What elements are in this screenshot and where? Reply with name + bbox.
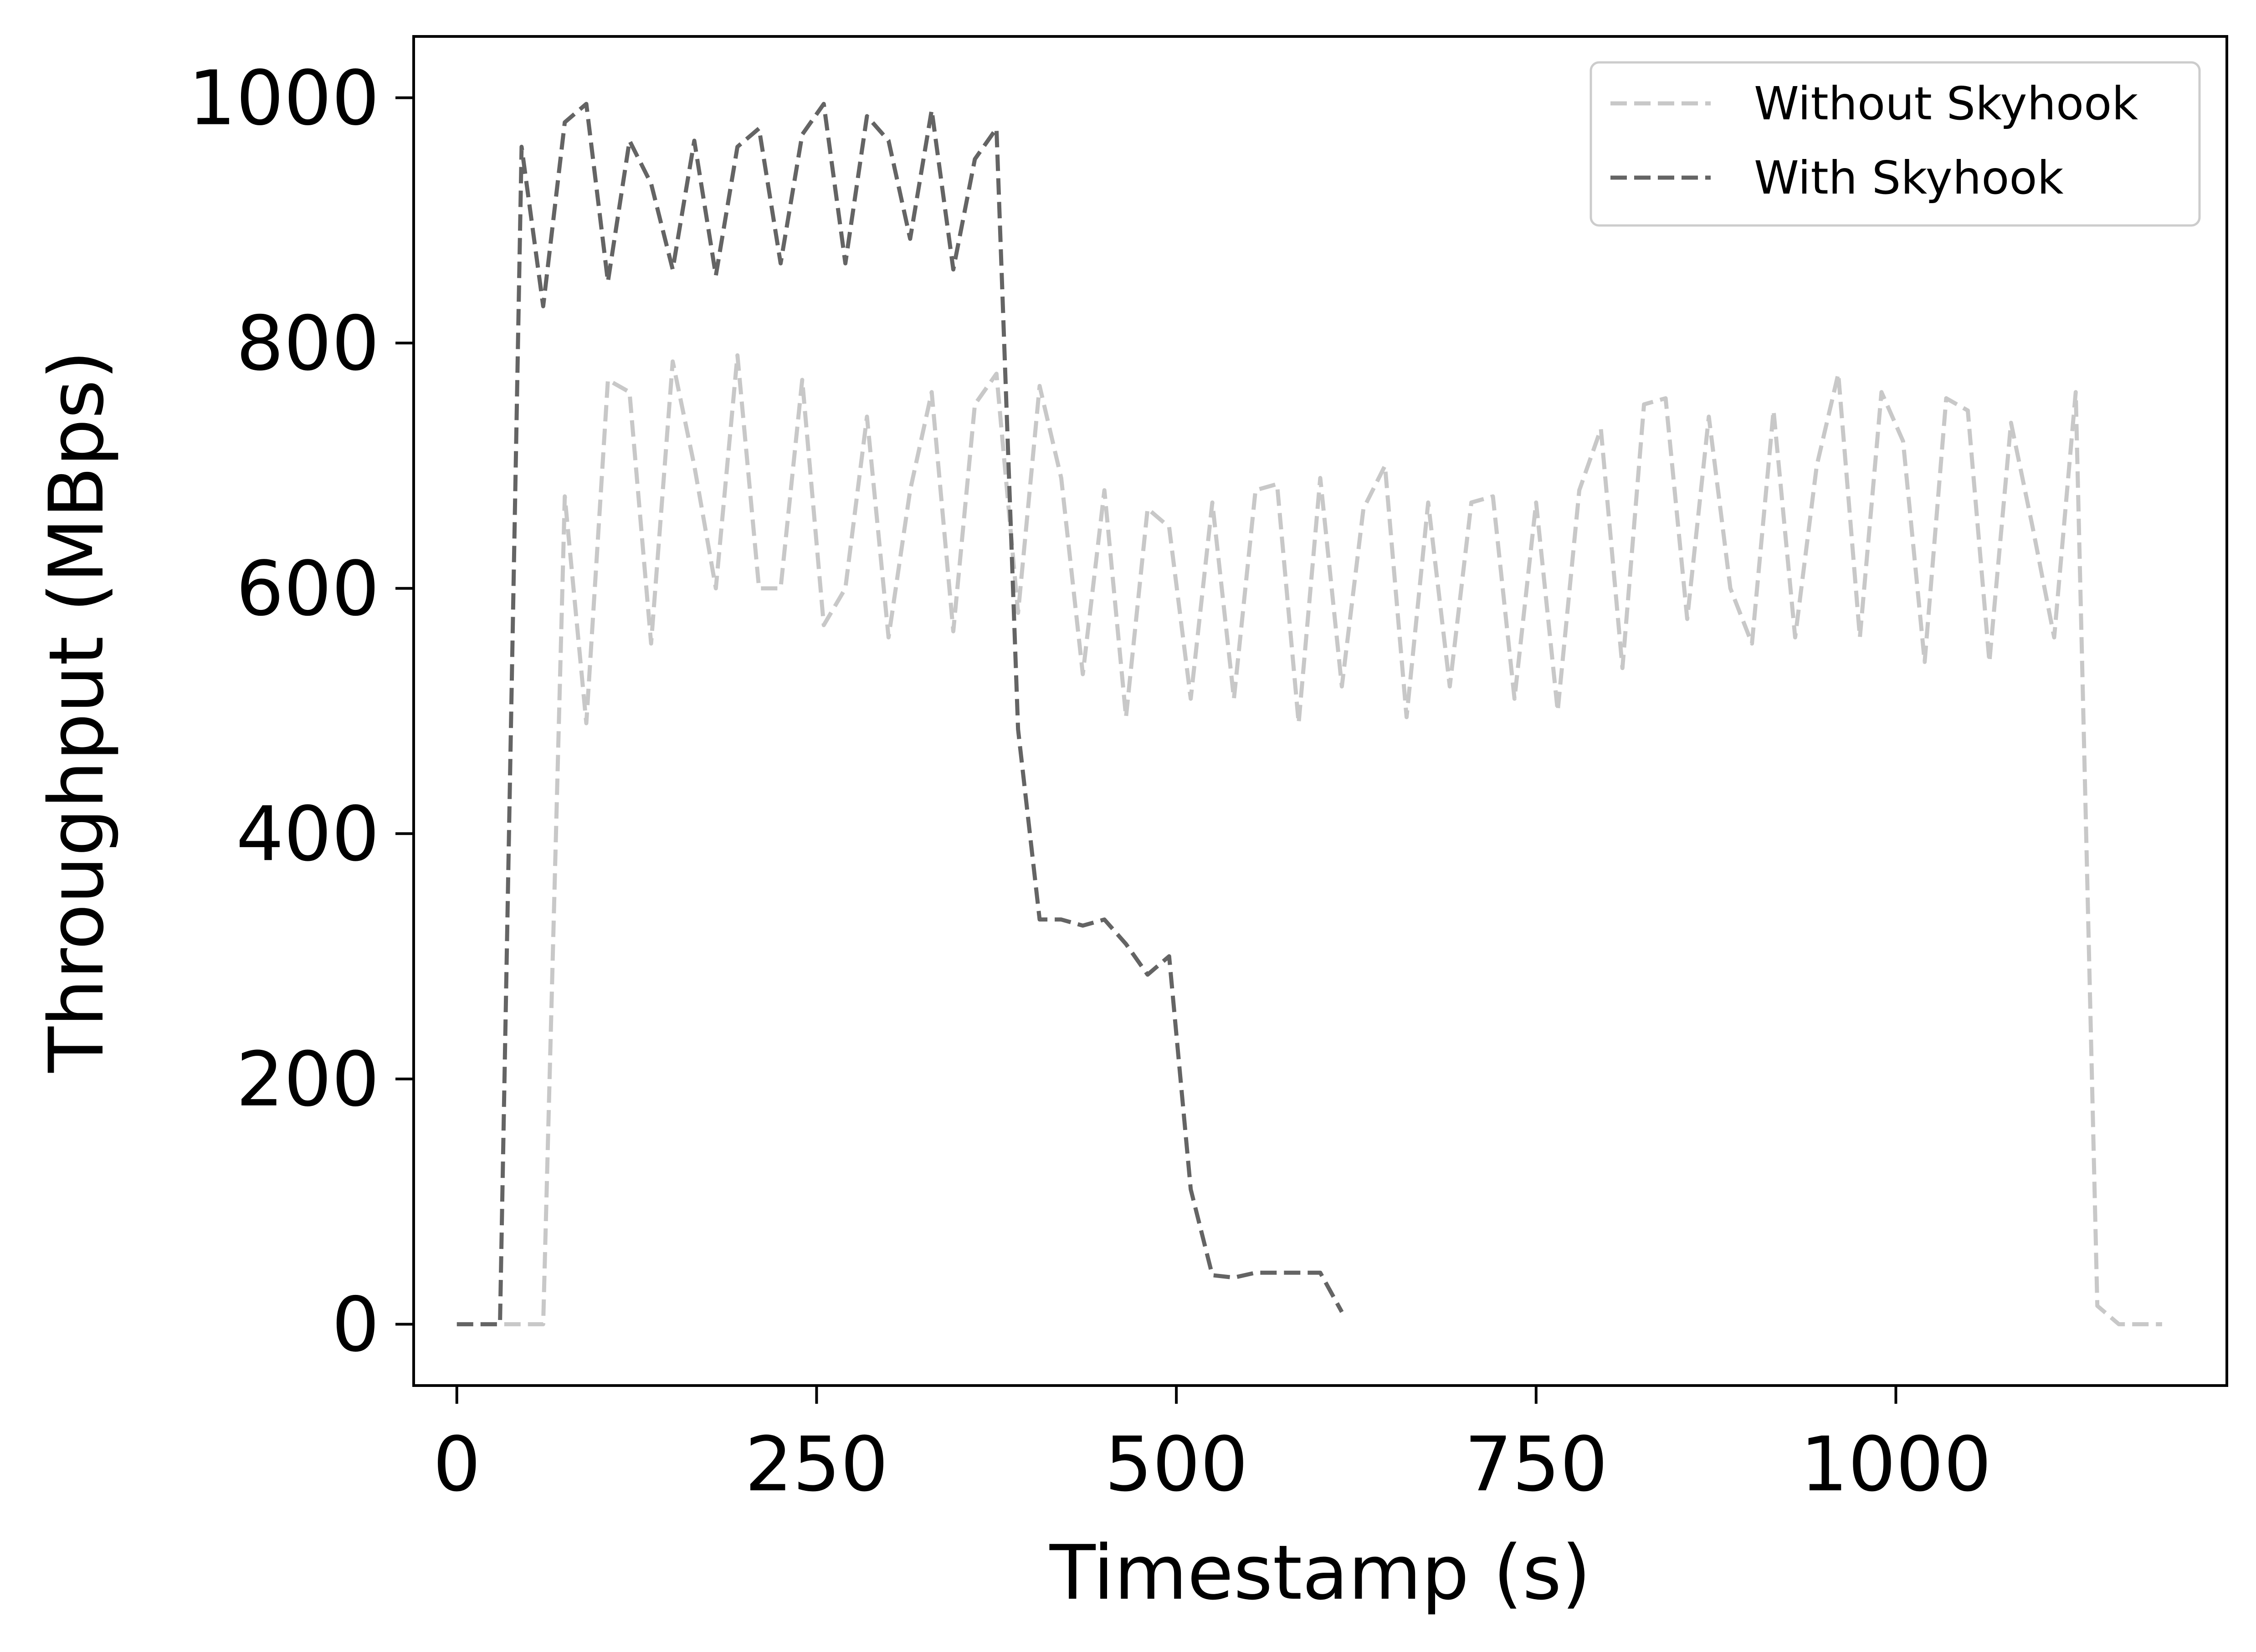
y-axis: 0 200 400 600 800 1000 [188,55,414,1368]
series-line-without-skyhook [456,353,2162,1326]
x-tick-label: 0 [433,1421,481,1508]
x-tick-label: 1000 [1800,1421,1992,1508]
legend-box [1589,61,2201,227]
x-tick-label: 750 [1464,1421,1608,1508]
series-line-with-skyhook [456,102,1344,1326]
y-axis-title: Throughput (MBps) [33,350,120,1073]
plot-frame [412,35,2228,1387]
y-tick-label: 0 [332,1281,379,1368]
legend: Without Skyhook With Skyhook [1589,61,2201,227]
x-tick-label: 250 [745,1421,888,1508]
y-tick-label: 600 [236,545,379,633]
plot-area [456,102,2162,1326]
y-tick-label: 800 [236,300,379,387]
y-tick-label: 200 [236,1036,379,1123]
x-tick-label: 500 [1105,1421,1248,1508]
x-axis: 0 250 500 750 1000 [433,1386,1991,1508]
x-axis-title: Timestamp (s) [1049,1529,1591,1616]
y-tick-label: 1000 [188,55,379,142]
y-tick-label: 400 [236,790,379,878]
legend-label-without-skyhook: Without Skyhook [1754,77,2138,130]
legend-label-with-skyhook: With Skyhook [1754,151,2064,205]
